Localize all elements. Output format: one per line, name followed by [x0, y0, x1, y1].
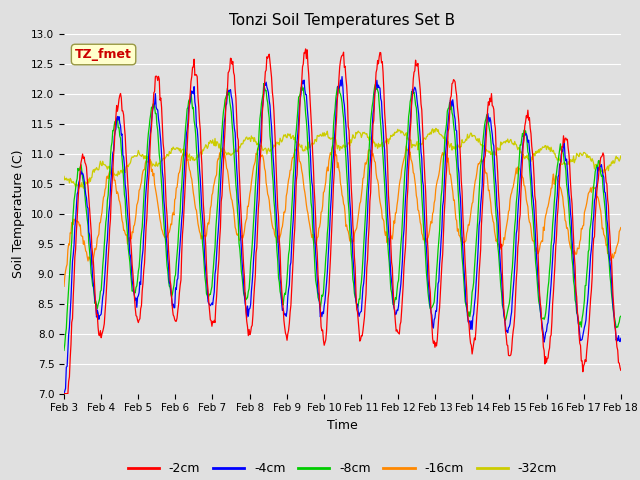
Y-axis label: Soil Temperature (C): Soil Temperature (C): [12, 149, 26, 278]
Title: Tonzi Soil Temperatures Set B: Tonzi Soil Temperatures Set B: [229, 13, 456, 28]
Text: TZ_fmet: TZ_fmet: [75, 48, 132, 61]
Legend: -2cm, -4cm, -8cm, -16cm, -32cm: -2cm, -4cm, -8cm, -16cm, -32cm: [123, 457, 562, 480]
X-axis label: Time: Time: [327, 419, 358, 432]
